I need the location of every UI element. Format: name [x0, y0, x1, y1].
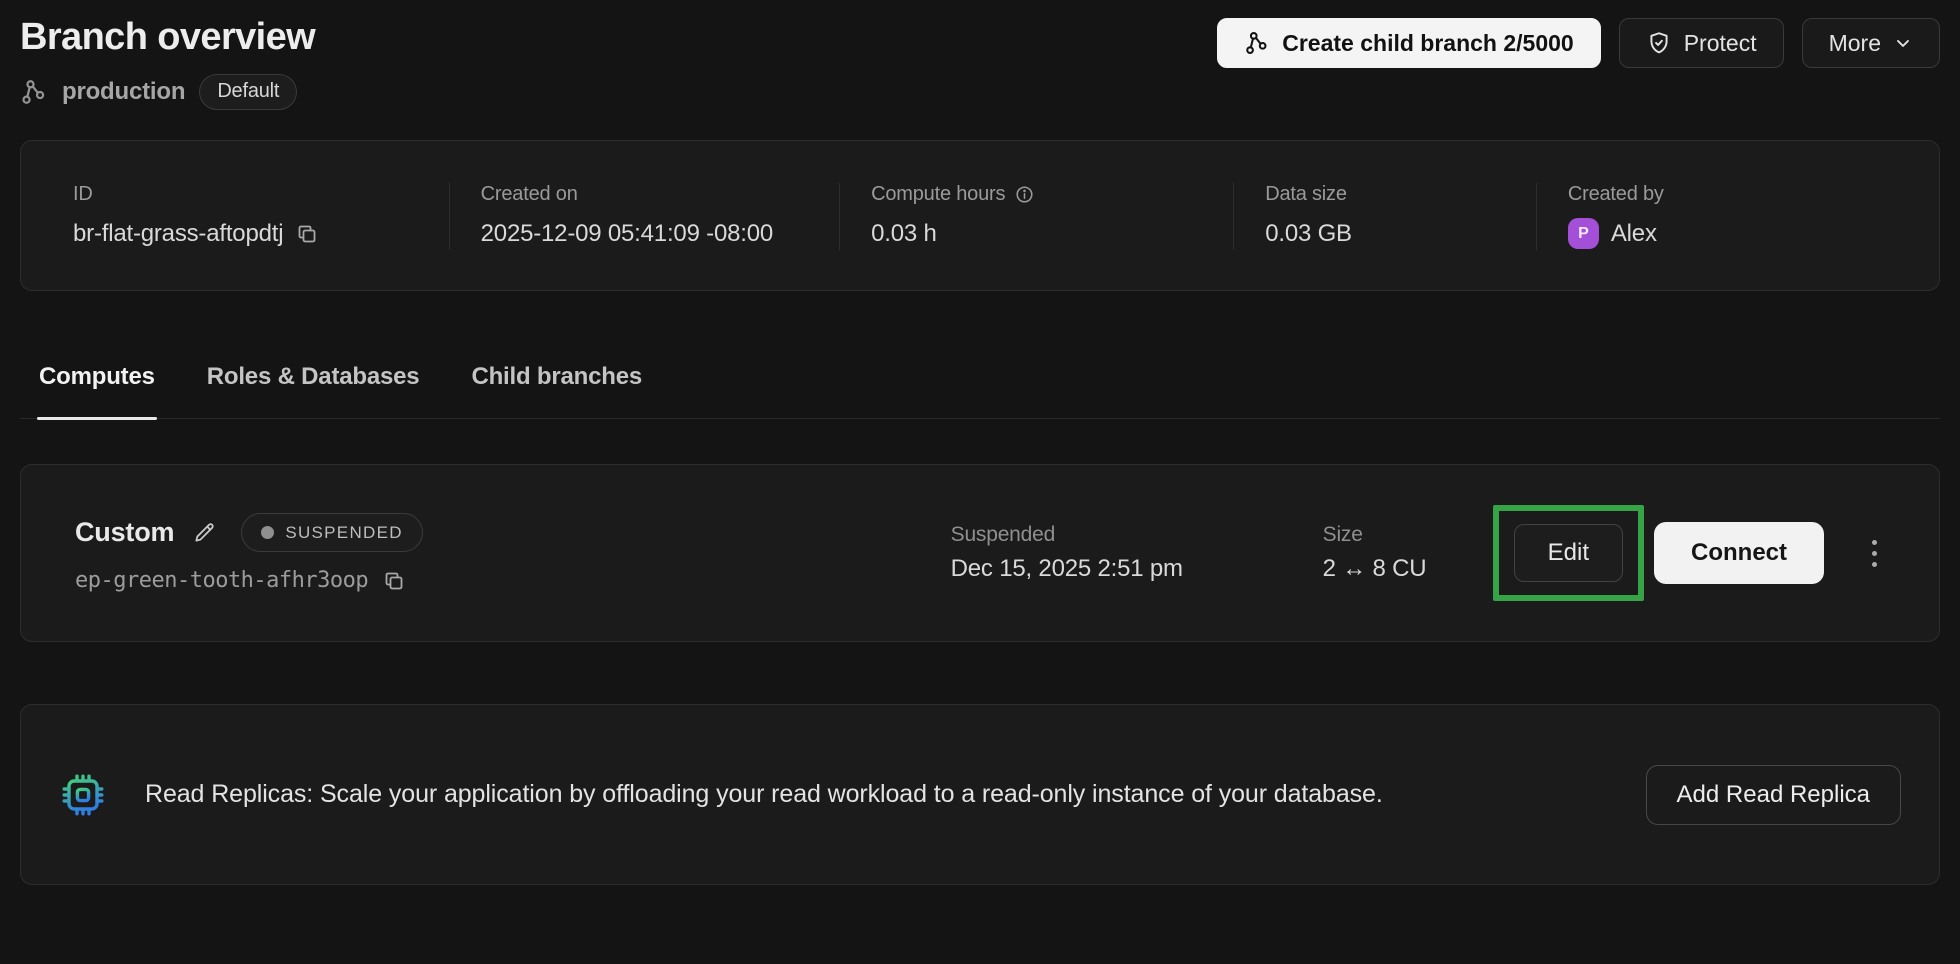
- copy-icon[interactable]: [295, 222, 319, 246]
- pencil-icon[interactable]: [192, 520, 217, 545]
- created-on-label: Created on: [480, 182, 578, 205]
- compute-hours-label-row: Compute hours: [871, 183, 1233, 206]
- id-label: ID: [73, 182, 93, 205]
- created-by-value-row: P Alex: [1567, 218, 1939, 250]
- avatar: P: [1567, 218, 1599, 250]
- copy-icon[interactable]: [382, 569, 406, 593]
- created-by-name: Alex: [1610, 219, 1657, 247]
- add-read-replica-button[interactable]: Add Read Replica: [1645, 764, 1901, 825]
- create-child-branch-button[interactable]: Create child branch 2/5000: [1217, 18, 1601, 68]
- breadcrumb: production Default: [20, 73, 315, 110]
- tab-computes[interactable]: Computes: [37, 357, 157, 421]
- status-dot-icon: [261, 526, 275, 540]
- endpoint-id: ep-green-tooth-afhr3oop: [75, 568, 369, 594]
- compute-card: Custom SUSPENDED ep-green-tooth-afhr3oop: [20, 464, 1940, 643]
- default-badge: Default: [199, 73, 298, 110]
- info-icon[interactable]: [1014, 184, 1035, 205]
- create-child-branch-label: Create child branch 2/5000: [1282, 29, 1574, 56]
- read-replica-message: Read Replicas: Scale your application by…: [145, 780, 1383, 809]
- created-by-label: Created by: [1567, 182, 1664, 205]
- cpu-chip-icon: [62, 774, 104, 816]
- info-col-created-by: Created by P Alex: [1535, 182, 1939, 251]
- more-button[interactable]: More: [1801, 18, 1940, 68]
- protect-label: Protect: [1683, 29, 1757, 56]
- size-block: Size 2 ↔ 8 CU: [1323, 523, 1453, 583]
- connect-button[interactable]: Connect: [1654, 522, 1824, 585]
- tab-roles-databases[interactable]: Roles & Databases: [206, 363, 420, 391]
- status-text: SUSPENDED: [285, 522, 403, 542]
- suspended-value: Dec 15, 2025 2:51 pm: [950, 555, 1183, 583]
- info-col-data-size: Data size 0.03 GB: [1233, 182, 1536, 251]
- status-badge: SUSPENDED: [241, 513, 423, 553]
- branch-info-card: ID br-flat-grass-aftopdtj Created on 202…: [20, 139, 1940, 292]
- kebab-menu-icon[interactable]: [1864, 530, 1885, 577]
- data-size-label: Data size: [1265, 182, 1347, 205]
- compute-main: Custom SUSPENDED ep-green-tooth-afhr3oop: [75, 513, 423, 593]
- branch-icon: [22, 79, 45, 104]
- tab-child-branches[interactable]: Child branches: [471, 363, 643, 391]
- branch-name: production: [62, 77, 186, 105]
- endpoint-row: ep-green-tooth-afhr3oop: [75, 568, 423, 593]
- branch-id: br-flat-grass-aftopdtj: [73, 219, 284, 247]
- shield-check-icon: [1650, 32, 1668, 54]
- branch-tabs: Computes Roles & Databases Child branche…: [20, 357, 1940, 421]
- page-title: Branch overview: [20, 16, 316, 58]
- compute-name-row: Custom SUSPENDED: [75, 513, 423, 553]
- protect-button[interactable]: Protect: [1618, 18, 1784, 68]
- size-label: Size: [1322, 523, 1363, 547]
- read-replica-banner: Read Replicas: Scale your application by…: [20, 704, 1940, 886]
- info-col-created-on: Created on 2025-12-09 05:41:09 -08:00: [448, 182, 839, 251]
- info-col-compute-hours: Compute hours 0.03 h: [839, 182, 1233, 251]
- compute-hours-value: 0.03 h: [871, 219, 937, 247]
- info-col-id: ID br-flat-grass-aftopdtj: [21, 183, 449, 250]
- size-value: 2 ↔ 8 CU: [1322, 555, 1427, 583]
- data-size-value: 0.03 GB: [1265, 219, 1352, 247]
- suspended-block: Suspended Dec 15, 2025 2:51 pm: [951, 523, 1239, 583]
- suspended-label: Suspended: [950, 523, 1056, 547]
- header-left: Branch overview production Default: [20, 16, 316, 110]
- branch-icon: [1246, 32, 1267, 54]
- compute-name: Custom: [75, 517, 175, 548]
- id-value-row: br-flat-grass-aftopdtj: [73, 218, 449, 250]
- edit-highlight-annotation: Edit: [1492, 505, 1644, 602]
- more-label: More: [1828, 29, 1881, 56]
- edit-button[interactable]: Edit: [1513, 524, 1623, 583]
- created-on-value: 2025-12-09 05:41:09 -08:00: [480, 219, 774, 247]
- chevron-down-icon: [1897, 40, 1909, 47]
- page-header: Branch overview production Default Creat…: [20, 0, 1940, 110]
- header-actions: Create child branch 2/5000 Protect More: [1217, 16, 1940, 68]
- compute-hours-label: Compute hours: [871, 182, 1006, 205]
